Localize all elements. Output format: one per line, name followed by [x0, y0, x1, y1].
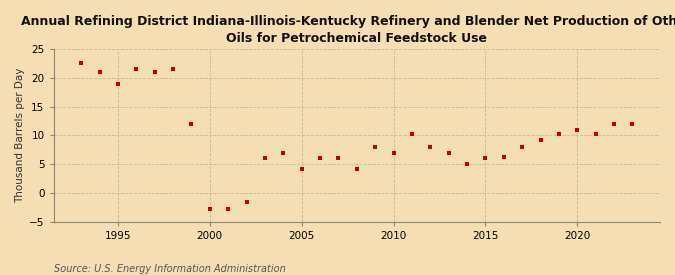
Point [443, 150, 454, 155]
Point [425, 145, 435, 149]
Point [535, 138, 546, 142]
Point [352, 167, 362, 171]
Point [76, 61, 86, 65]
Point [278, 150, 289, 155]
Point [517, 145, 528, 149]
Point [627, 122, 638, 126]
Point [167, 67, 178, 71]
Point [572, 127, 583, 132]
Point [333, 156, 344, 161]
Point [131, 67, 142, 71]
Point [590, 132, 601, 136]
Title: Annual Refining District Indiana-Illinois-Kentucky Refinery and Blender Net Prod: Annual Refining District Indiana-Illinoi… [22, 15, 675, 45]
Point [609, 122, 620, 126]
Point [296, 167, 307, 171]
Text: Source: U.S. Energy Information Administration: Source: U.S. Energy Information Administ… [54, 264, 286, 274]
Y-axis label: Thousand Barrels per Day: Thousand Barrels per Day [15, 68, 25, 203]
Point [223, 207, 234, 211]
Point [462, 162, 472, 166]
Point [406, 132, 417, 136]
Point [205, 207, 215, 211]
Point [94, 70, 105, 74]
Point [388, 150, 399, 155]
Point [149, 70, 160, 74]
Point [259, 156, 270, 161]
Point [480, 156, 491, 161]
Point [498, 155, 509, 160]
Point [370, 145, 381, 149]
Point [315, 156, 325, 161]
Point [113, 81, 124, 86]
Point [186, 122, 197, 126]
Point [554, 132, 564, 136]
Point [241, 199, 252, 204]
